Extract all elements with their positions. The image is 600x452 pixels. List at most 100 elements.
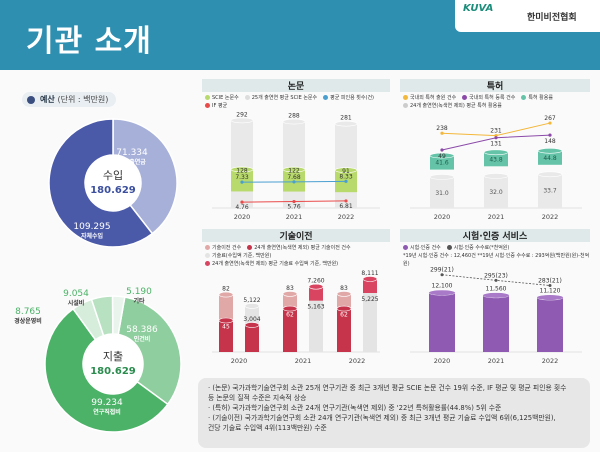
logo: KUVA 한미비전협회	[455, 0, 600, 32]
data-label: 231	[490, 128, 502, 135]
data-label: 91	[342, 168, 350, 175]
bar-utilization-cap	[483, 149, 509, 156]
data-label: 7.68	[287, 174, 301, 181]
note-line: 등 논문의 질적 수준은 지속적 상승	[208, 394, 307, 402]
point-fees	[548, 284, 552, 288]
expense-value: 99.234	[91, 398, 123, 408]
legend-label: 24개 출연연(녹색연 제외) 평균 특허 활용률	[410, 103, 502, 109]
data-label: 82	[222, 286, 230, 293]
legend-label: 24개 출연연(녹색연 제외) 평균 기술료 수입액 기준, 백만원)	[212, 261, 339, 267]
x-tick-label: 2021	[295, 357, 312, 365]
note-line: · (기술이전) 국가과학기술연구회 소관 24개 연구기관(녹색연 제외) 중…	[208, 414, 556, 422]
data-label: 131	[490, 141, 502, 148]
bar-utilization	[430, 155, 454, 170]
data-label: 3,004	[243, 316, 260, 323]
legend-item: 기술이전 건수	[205, 244, 241, 252]
expense-label: 시설비	[68, 299, 85, 307]
income-total: 180.629	[90, 185, 136, 196]
bar-avg-utilization-cap	[483, 173, 509, 179]
data-label: 43.8	[489, 156, 503, 163]
legend-swatch	[446, 245, 452, 250]
data-label: 288	[288, 113, 300, 120]
panel-title-cert: 시험·인증 서비스	[400, 229, 590, 242]
income-hole	[86, 156, 140, 210]
bar-avg-cap	[282, 166, 306, 173]
x-tick-label: 2022	[542, 357, 559, 365]
legend-item: 평균 피인용 횟수(건)	[323, 94, 374, 102]
bar-avg-royalty-cap	[362, 276, 378, 282]
bar-royalty	[309, 286, 323, 352]
bar-avg-transfers	[283, 308, 297, 352]
x-tick-label: 2022	[338, 213, 355, 221]
data-label: 295(23)	[484, 272, 508, 279]
data-label: 62	[286, 312, 294, 319]
data-label: 41.6	[435, 160, 449, 167]
bar-avg-utilization	[484, 176, 508, 208]
point-citations	[240, 180, 244, 184]
logo-text: 한미비전협회	[527, 13, 577, 23]
legend-swatch	[323, 95, 329, 100]
data-label: 7,260	[307, 278, 324, 285]
x-tick-label: 2020	[234, 213, 251, 221]
data-label: 5,122	[243, 297, 260, 304]
legend-item: 시험·인증 건수	[403, 244, 441, 252]
bar-royalty	[363, 279, 377, 352]
bar-avg-transfers	[337, 308, 351, 352]
data-label: 283(21)	[538, 278, 562, 285]
point-registrations	[548, 133, 552, 137]
bar-scie-cap	[282, 118, 306, 125]
data-label: 148	[544, 138, 556, 145]
data-label: 8,111	[361, 270, 378, 277]
data-label: 7.33	[235, 174, 249, 181]
chart-cert: 12,100 11,560 11,120 299(21) 295(23) 283(21) 2…	[410, 267, 582, 365]
data-label: 62	[340, 312, 348, 319]
data-label: 299(21)	[430, 267, 454, 274]
income-label: 자체수입	[81, 232, 103, 240]
bar-top	[537, 295, 563, 301]
legend-item: SCIE 논문수	[205, 94, 239, 102]
legend-label: 기술료(수입액 기준, 백만원)	[212, 253, 272, 259]
panel-title-patent: 특허	[400, 79, 590, 92]
data-label: 31.0	[435, 190, 449, 197]
point-citations	[292, 180, 296, 184]
note-line: · (논문) 국가과학기술연구회 소관 25개 연구기관 중 최근 3개년 평균…	[208, 384, 567, 392]
logo-mark: KUVA	[463, 3, 494, 14]
expense-label: 인건비	[134, 335, 151, 343]
point-if	[292, 199, 296, 204]
x-tick-label: 2020	[434, 213, 451, 221]
point-applications	[548, 121, 552, 125]
data-label: 128	[236, 167, 248, 174]
point-if	[344, 199, 348, 203]
legend-item: 국내외 특허 출원 건수	[403, 94, 456, 102]
data-label: 83	[340, 285, 348, 292]
legend-swatch	[462, 95, 468, 100]
bar-avg-cap	[230, 166, 254, 173]
expense-slice	[111, 295, 126, 336]
chart-tech: 82 45 5,122 3,004 83 62 7,260 5,163 83 62 8,111 5,2…	[212, 270, 380, 365]
legend-item: 24개 출연연(녹색연 제외) 평균 기술료 수입액 기준, 백만원)	[205, 260, 338, 268]
data-label: 11,560	[486, 285, 507, 292]
bar-cert-count	[483, 295, 509, 352]
bar-royalty-cap	[244, 303, 260, 309]
bar-scie	[335, 123, 357, 208]
data-label: 5.76	[287, 204, 301, 211]
data-label: 5,163	[307, 304, 324, 311]
data-label: 44.8	[543, 155, 557, 162]
bullet-icon	[27, 96, 35, 104]
chart-paper: 292 288 281 128 122 91 7.33 7.68 8.33 4.76 5.76 6.8…	[212, 111, 380, 221]
bar-cert-count	[429, 292, 455, 352]
expense-slice	[44, 307, 169, 433]
expense-value: 58.386	[126, 325, 158, 335]
legend-label: IF 평균	[212, 103, 228, 109]
bar-avg-royalty-cap	[244, 322, 260, 328]
legend-item: 기술료(수입액 기준, 백만원)	[205, 252, 271, 260]
bar-scie	[231, 120, 253, 208]
legend-swatch	[205, 261, 210, 266]
bar-avg-utilization-cap	[429, 174, 455, 180]
panel-title-tech: 기술이전	[202, 229, 390, 242]
bar-utilization-cap	[429, 152, 455, 159]
bar-avg	[231, 169, 253, 192]
bar-avg-cap	[334, 167, 358, 173]
legend-item: IF 평균	[205, 102, 227, 110]
